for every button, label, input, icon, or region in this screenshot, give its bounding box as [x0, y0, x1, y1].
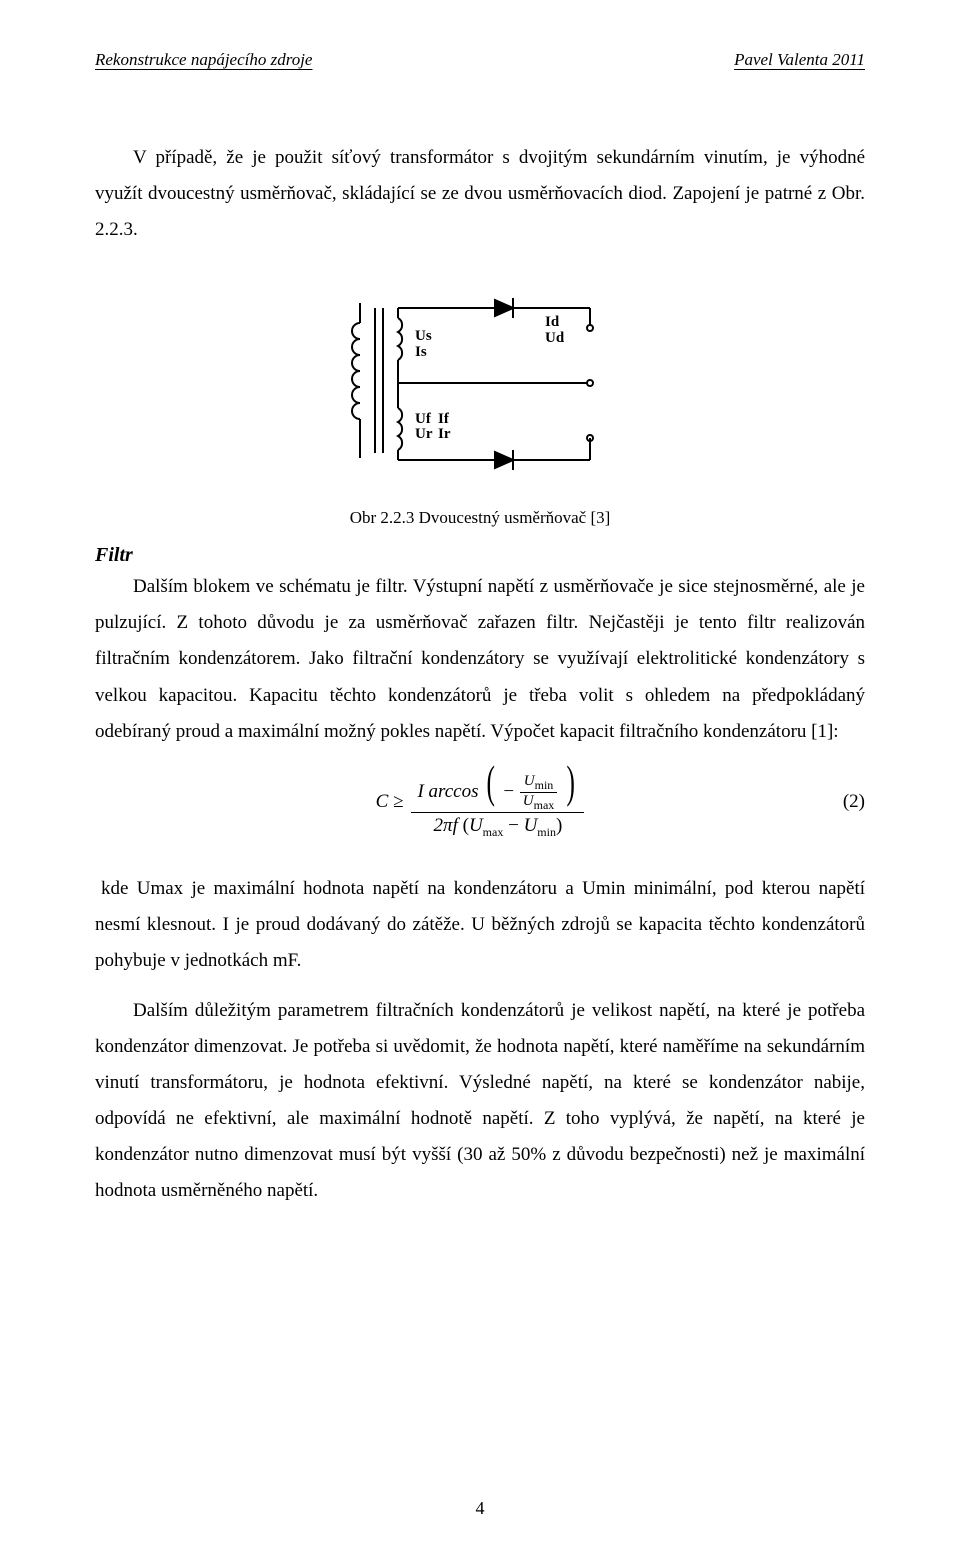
eq-den-umax: U — [469, 815, 483, 836]
eq-num-lead: I arccos — [417, 781, 478, 802]
label-id: Id — [545, 314, 560, 330]
eq-den-close: ) — [556, 815, 562, 836]
page-number: 4 — [0, 1498, 960, 1519]
bracket-close-icon: ) — [567, 764, 575, 801]
eq-umin-sub: min — [535, 778, 554, 792]
paragraph-filtr: Dalším blokem ve schématu je filtr. Výst… — [95, 569, 865, 749]
label-ud: Ud — [545, 330, 565, 346]
paragraph-intro: V případě, že je použit síťový transform… — [95, 140, 865, 248]
bracket-open-icon: ( — [487, 764, 495, 801]
eq-inner-minus: − — [503, 781, 514, 802]
paragraph-dimenze: Dalším důležitým parametrem filtračních … — [95, 993, 865, 1210]
subheading-filtr: Filtr — [95, 544, 865, 567]
eq-umax-u: U — [523, 793, 534, 809]
eq-den-lead: 2πf — [434, 815, 458, 836]
header-right: Pavel Valenta 2011 — [734, 50, 865, 70]
label-uf: Uf — [415, 411, 432, 427]
eq-fraction: I arccos ( − Umin Umax ) 2πf (Umax − Umi… — [411, 764, 584, 841]
header-left: Rekonstrukce napájecího zdroje — [95, 50, 312, 70]
eq-lhs: C ≥ — [376, 791, 404, 813]
figure-rectifier: Us Is Id Ud Uf If Ur Ir — [95, 278, 865, 478]
page: Rekonstrukce napájecího zdroje Pavel Val… — [0, 0, 960, 1559]
eq-umax-sub: max — [534, 798, 555, 812]
eq-inner-frac: Umin Umax — [519, 773, 559, 812]
label-us: Us — [415, 328, 432, 344]
paragraph-kde: kde Umax je maximální hodnota napětí na … — [95, 871, 865, 979]
eq-umin-u: U — [524, 773, 535, 789]
eq-den-umin-sub: min — [537, 825, 556, 839]
running-header: Rekonstrukce napájecího zdroje Pavel Val… — [95, 50, 865, 70]
eq-den-umin: U — [524, 815, 538, 836]
eq-den-minus: − — [503, 815, 523, 836]
equation-capacitor: C ≥ I arccos ( − Umin Umax ) 2πf (Umax −… — [95, 764, 865, 841]
label-is: Is — [415, 344, 427, 360]
label-ur: Ur — [415, 426, 433, 442]
equation-number: (2) — [843, 791, 865, 813]
label-if: If — [438, 411, 450, 427]
eq-den-umax-sub: max — [483, 825, 504, 839]
label-ir: Ir — [438, 426, 451, 442]
figure-caption: Obr 2.2.3 Dvoucestný usměrňovač [3] — [95, 508, 865, 528]
circuit-diagram: Us Is Id Ud Uf If Ur Ir — [345, 278, 615, 478]
